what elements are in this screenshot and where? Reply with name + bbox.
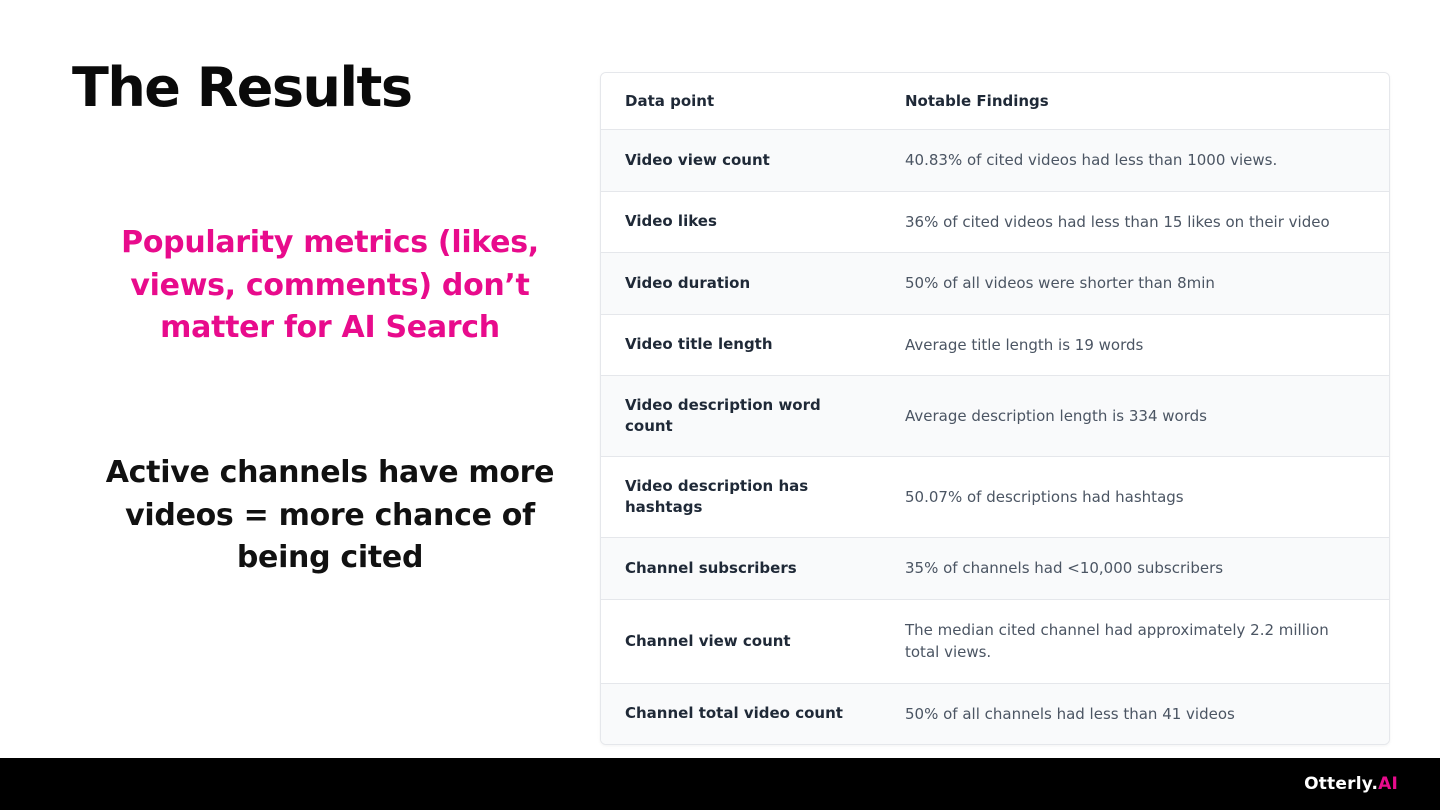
data-point-cell: Video title length [601, 314, 881, 376]
finding-cell: Average description length is 334 words [881, 375, 1389, 457]
data-point-cell: Video description word count [601, 375, 881, 457]
table-row: Channel subscribers 35% of channels had … [601, 537, 1389, 600]
finding-cell: 36% of cited videos had less than 15 lik… [881, 191, 1389, 253]
finding-cell: 35% of channels had <10,000 subscribers [881, 537, 1389, 600]
results-table: Data point Notable Findings Video view c… [600, 72, 1390, 745]
data-point-cell: Channel view count [601, 599, 881, 684]
table-row: Video description has hashtags 50.07% of… [601, 456, 1389, 538]
table-row: Channel view count The median cited chan… [601, 599, 1389, 684]
finding-cell: The median cited channel had approximate… [881, 599, 1389, 684]
data-point-cell: Video description has hashtags [601, 456, 881, 538]
data-point-cell: Channel subscribers [601, 537, 881, 600]
table-row: Channel total video count 50% of all cha… [601, 683, 1389, 744]
table-row: Video title length Average title length … [601, 314, 1389, 376]
data-point-cell: Channel total video count [625, 704, 843, 723]
column-header-notable-findings: Notable Findings [881, 73, 1389, 130]
brand-suffix: AI [1378, 774, 1398, 794]
finding-cell: Average title length is 19 words [881, 314, 1389, 376]
data-point-cell: Video duration [601, 252, 881, 315]
column-header-data-point: Data point [601, 73, 881, 130]
table-header-row: Data point Notable Findings [601, 73, 1389, 130]
table-row: Video view count 40.83% of cited videos … [601, 129, 1389, 192]
finding-cell: 50% of all channels had less than 41 vid… [905, 704, 1235, 723]
data-point-cell: Video likes [601, 191, 881, 253]
footer-bar: Otterly.AI [0, 758, 1440, 810]
finding-cell: 50% of all videos were shorter than 8min [881, 252, 1389, 315]
table-row: Video duration 50% of all videos were sh… [601, 252, 1389, 315]
table-row: Video description word count Average des… [601, 375, 1389, 457]
finding-cell: 50.07% of descriptions had hashtags [881, 456, 1389, 538]
finding-cell: 40.83% of cited videos had less than 100… [881, 129, 1389, 192]
table-row: Video likes 36% of cited videos had less… [601, 191, 1389, 253]
secondary-statement: Active channels have more videos = more … [105, 455, 555, 576]
brand-prefix: Otterly. [1304, 774, 1379, 794]
page-title: The Results [72, 56, 413, 119]
brand-logo: Otterly.AI [1304, 774, 1398, 794]
highlight-statement: Popularity metrics (likes, views, commen… [121, 225, 539, 346]
data-point-cell: Video view count [601, 129, 881, 192]
